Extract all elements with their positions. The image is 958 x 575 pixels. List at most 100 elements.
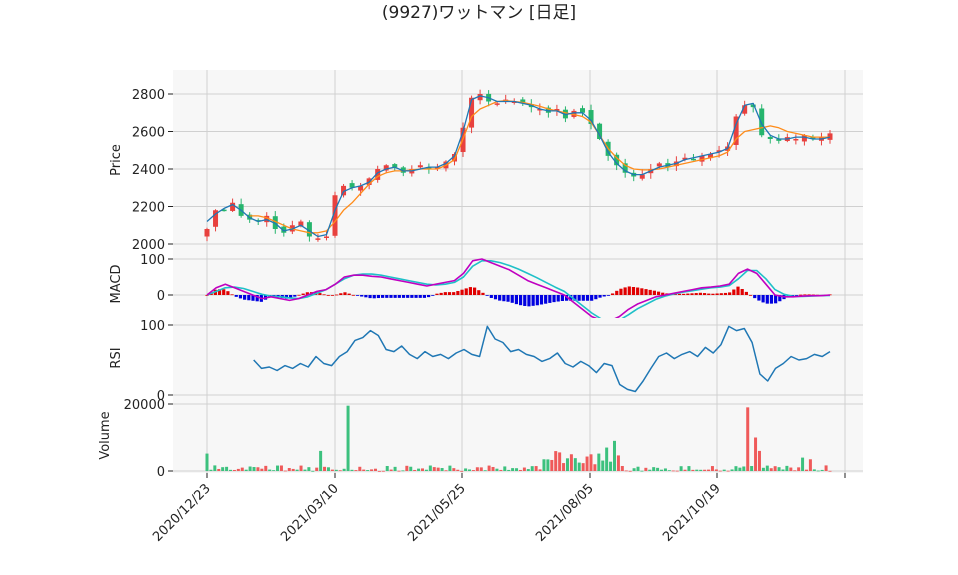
macd-hist-bar [652,290,656,295]
candle-body [708,154,714,159]
macd-hist-bar [289,295,293,299]
volume-bar [683,469,687,471]
macd-hist-bar [564,295,569,301]
candle-body [545,107,551,113]
volume-bar [667,470,671,471]
volume-bar [569,454,573,471]
volume-bar [640,470,644,472]
macd-hist-bar [222,289,226,295]
candle-body [622,163,628,173]
volume-bar [824,465,828,471]
macd-hist-bar [615,290,619,295]
macd-hist-bar [661,292,665,295]
macd-hist-bar [481,292,485,295]
chart-title: (9927)ワットマン [日足] [381,3,577,23]
ma-short-line [206,95,831,238]
x-tick-label: 2021/03/10 [278,481,342,545]
macd-hist-bar [489,295,493,298]
volume-bar [330,469,334,471]
volume-bar [417,468,421,471]
candle-body [614,154,620,166]
volume-bar [738,467,742,471]
macd-hist-bar [351,294,355,296]
macd-hist-bar [401,295,406,298]
macd-hist-bar [606,295,610,296]
rsi-line [253,325,831,393]
macd-hist-bar [205,295,209,296]
volume-bar [624,470,628,472]
volume-bar [801,457,805,471]
macd-hist-bar [761,295,765,303]
volume-bar [248,466,252,471]
candle-body [810,136,816,139]
macd-hist-bar [778,295,782,302]
volume-bar [542,459,546,471]
price-ytick-label: 2200 [132,201,165,216]
macd-hist-bar [527,295,531,307]
macd-hist-bar [217,289,222,295]
macd-hist-bar [247,295,251,301]
volume-bar [730,469,734,471]
candle-body [537,109,543,111]
volume-bar [538,469,542,471]
macd-hist-bar [456,291,460,295]
volume-bar [373,468,377,471]
volume-bar [804,469,808,471]
volume-bar [612,440,616,471]
macd-hist-bar [753,295,757,299]
volume-bar [205,453,209,471]
volume-bar [338,470,342,472]
macd-hist-bar [443,292,447,295]
volume-bar [687,466,691,471]
volume-bar [620,465,624,471]
macd-hist-bar [381,295,385,298]
macd-hist-bar [493,295,498,300]
volume-bar [405,465,409,471]
candle-body [392,164,398,168]
volume-bar [761,467,765,471]
macd-ytick-label: 100 [140,253,165,268]
volume-bar [483,470,487,472]
macd-hist-bar [418,295,422,298]
candle-body [400,167,406,173]
macd-hist-bar [627,286,631,295]
macd-hist-bar [485,295,489,296]
volume-bar [597,453,601,471]
volume-bar [695,469,699,471]
volume-bar [393,466,397,471]
volume-bar [272,470,276,471]
rsi-ytick-label: 0 [157,389,165,404]
volume-bar [714,469,718,471]
macd-hist-bar [518,295,523,306]
macd-hist-bar [385,295,389,298]
macd-hist-bar [531,295,535,306]
volume-bar [554,451,558,471]
volume-bar [609,461,613,471]
volume-bar [703,469,707,471]
macd-hist-bar [427,295,431,298]
candle-body [349,183,355,188]
volume-ytick-label: 0 [157,465,165,480]
candle-body [597,123,603,139]
candle-body [230,202,236,211]
macd-hist-bar [694,293,698,295]
volume-bar [644,467,648,471]
candle-body [417,165,423,168]
macd-hist-bar [243,295,247,300]
volume-bar [632,468,636,471]
volume-bar [577,462,581,471]
volume-bar [515,468,519,471]
candle-body [699,155,705,162]
macd-hist-bar [610,293,615,295]
macd-hist-bar [293,295,297,297]
volume-bar [315,467,319,471]
macd-hist-bar [410,295,414,298]
candle-body [323,236,329,238]
macd-hist-bar [502,295,506,302]
volume-bar [236,468,240,471]
macd-hist-bar [498,295,502,301]
volume-bar [722,469,726,471]
volume-bar [471,470,475,471]
volume-bar [742,466,746,471]
candle-body [801,135,807,142]
